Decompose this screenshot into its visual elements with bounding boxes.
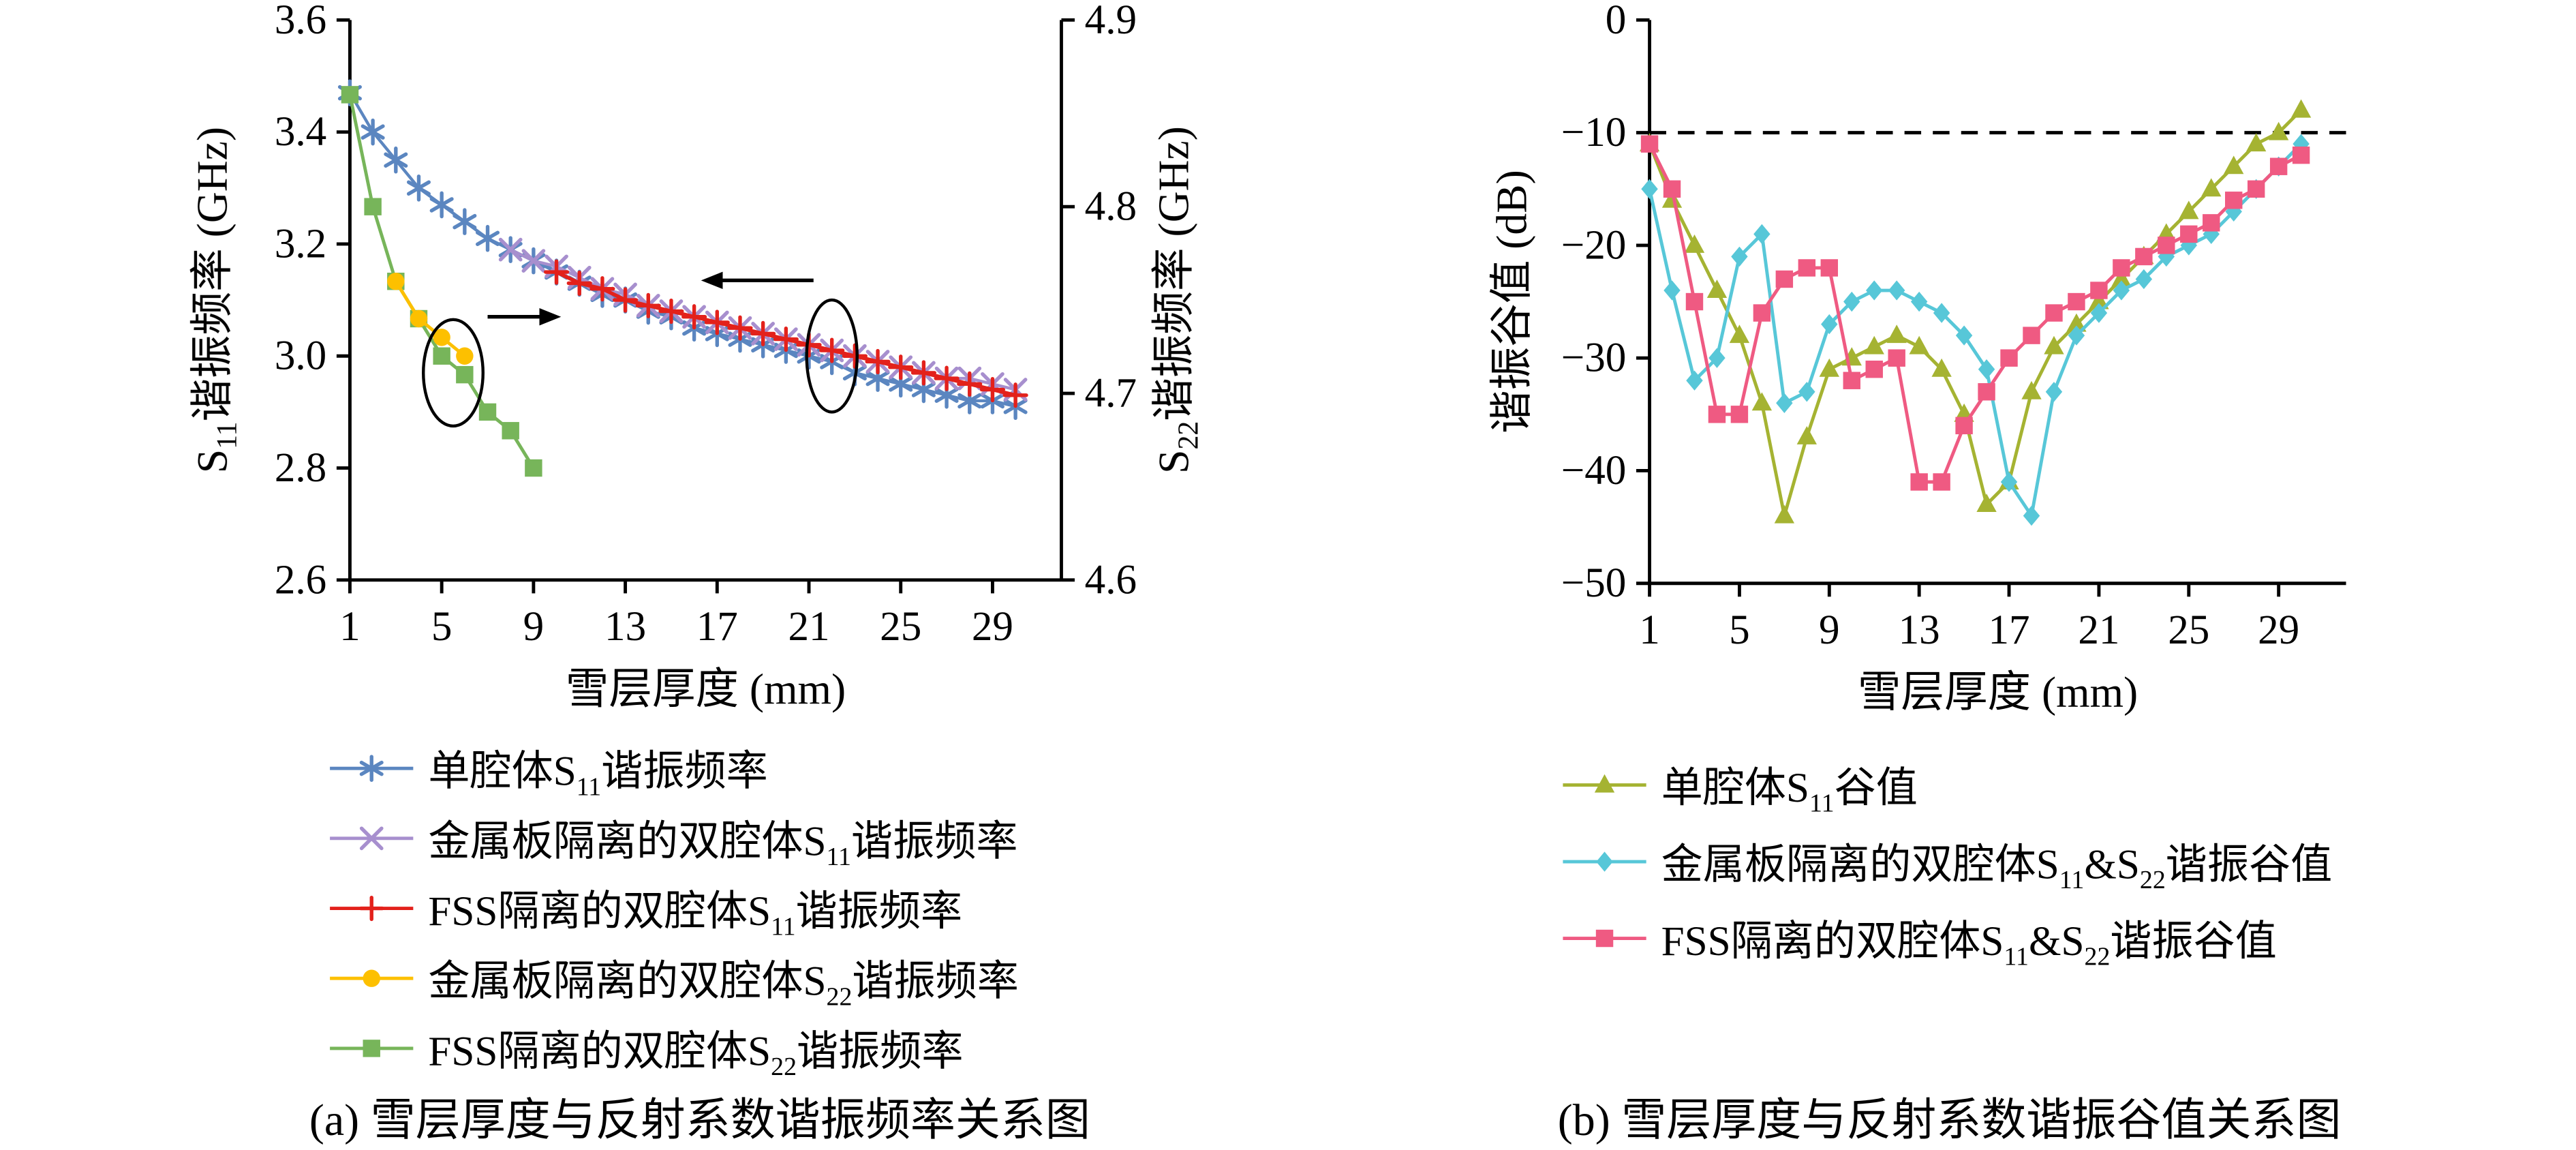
legend-label: 金属板隔离的双腔体S11谐振频率: [428, 819, 1018, 872]
x-tick-label: 13: [1899, 607, 1940, 653]
y-tick-label-left: −40: [1561, 448, 1627, 494]
x-tick-label: 17: [1988, 607, 2029, 653]
square-marker-icon: [1563, 929, 1646, 948]
y-tick-label-left: −20: [1561, 222, 1627, 268]
y-tick-label-left: −30: [1561, 335, 1627, 381]
y-tick-label-left: 0: [1606, 0, 1627, 43]
triangle-marker-icon: [1563, 774, 1646, 793]
x-tick-label: 5: [431, 604, 453, 650]
legend-b: 单腔体S11谷值金属板隔离的双腔体S11&S22谐振谷值 FSS隔离的双腔体S11…: [1558, 746, 2332, 976]
series-line: [1648, 108, 2303, 518]
legend-label: FSS隔离的双腔体S22谐振频率: [428, 1030, 964, 1082]
plus-marker-icon: [330, 895, 414, 922]
legend-item: FSS隔离的双腔体S11谐振频率: [325, 873, 1019, 943]
asterisk-marker-icon: [330, 755, 414, 782]
y-tick-label-right: 4.9: [1085, 0, 1137, 43]
caption-b: (b) 雪层厚度与反射系数谐振谷值关系图: [1557, 1095, 2342, 1145]
x-tick-label: 13: [604, 604, 646, 650]
legend-a: 单腔体S11谐振频率金属板隔离的双腔体S11谐振频率 FSS隔离的双腔体S11谐振…: [325, 733, 1019, 1083]
y-tick-label-left: −50: [1561, 560, 1627, 606]
y-tick-label-left: 3.2: [275, 221, 326, 267]
legend-item: 金属板隔离的双腔体S22谐振频率: [325, 943, 1019, 1014]
chart-b-valley-value: 1 5 9 13 17 21 25 29 −50 −40 −30 −20 −10 0 雪层厚度 (mm) 谐振…: [1488, 0, 2346, 716]
x-tick-label: 1: [1639, 607, 1660, 653]
legend-label: 金属板隔离的双腔体S22谐振频率: [428, 960, 1019, 1012]
legend-label: 单腔体S11谐振频率: [428, 750, 768, 802]
legend-label: FSS隔离的双腔体S11谐振频率: [428, 890, 963, 942]
y-axis-label-left: S11谐振频率 (GHz): [188, 127, 243, 473]
caption-a: (a) 雪层厚度与反射系数谐振频率关系图: [309, 1095, 1090, 1145]
annotation-ellipse: [422, 318, 485, 428]
square-marker-icon: [330, 1040, 414, 1057]
legend-label: 单腔体S11谷值: [1661, 766, 1918, 819]
y-tick-label-left: −10: [1561, 110, 1627, 155]
x-tick-label: 9: [1819, 607, 1840, 653]
x-tick-label: 9: [523, 604, 545, 650]
circle-marker-icon: [330, 969, 414, 987]
y-tick-label-left: 2.8: [275, 445, 326, 491]
x-marker-icon: [330, 826, 414, 851]
legend-item: 单腔体S11谐振频率: [325, 733, 1019, 804]
x-tick-label: 17: [696, 604, 738, 650]
x-tick-label: 25: [2168, 607, 2209, 653]
x-axis-label: 雪层厚度 (mm): [1858, 668, 2138, 716]
legend-item: FSS隔离的双腔体S22谐振频率: [325, 1014, 1019, 1084]
series-line: [348, 94, 535, 469]
legend-label: 金属板隔离的双腔体S11&S22谐振谷值: [1661, 843, 2333, 895]
x-tick-label: 1: [339, 604, 361, 650]
x-axis-label: 雪层厚度 (mm): [566, 665, 846, 713]
x-tick-label: 25: [880, 604, 921, 650]
chart-a-resonant-frequency: 1 5 9 13 17 21 25 29 2.6 2.8 3.0 3.2 3.4 3.6 4.6 4.7 4.8…: [188, 0, 1205, 713]
y-tick-label-right: 4.6: [1085, 557, 1137, 603]
y-axis-label-left: 谐振谷值 (dB): [1488, 170, 1536, 434]
y-tick-label-left: 2.6: [275, 557, 326, 603]
x-tick-label: 5: [1729, 607, 1750, 653]
x-tick-label: 21: [2078, 607, 2119, 653]
legend-item: 金属板隔离的双腔体S11&S22谐振谷值: [1558, 823, 2332, 900]
diamond-marker-icon: [1563, 851, 1646, 872]
y-tick-label-left: 3.0: [275, 333, 326, 379]
x-tick-label: 29: [972, 604, 1013, 650]
series-line: [394, 280, 466, 358]
y-tick-label-left: 3.4: [275, 109, 326, 155]
y-tick-label-left: 3.6: [275, 0, 326, 43]
y-tick-label-right: 4.7: [1085, 371, 1137, 417]
x-tick-label: 21: [788, 604, 829, 650]
annotation-ellipse: [805, 298, 859, 414]
legend-label: FSS隔离的双腔体S11&S22谐振谷值: [1661, 920, 2277, 972]
x-tick-label: 29: [2258, 607, 2299, 653]
legend-item: 金属板隔离的双腔体S11谐振频率: [325, 803, 1019, 873]
legend-item: FSS隔离的双腔体S11&S22谐振谷值: [1558, 900, 2332, 976]
y-axis-label-right: S22谐振频率 (GHz): [1149, 126, 1204, 474]
y-tick-label-right: 4.8: [1085, 184, 1137, 230]
legend-item: 单腔体S11谷值: [1558, 746, 2332, 823]
